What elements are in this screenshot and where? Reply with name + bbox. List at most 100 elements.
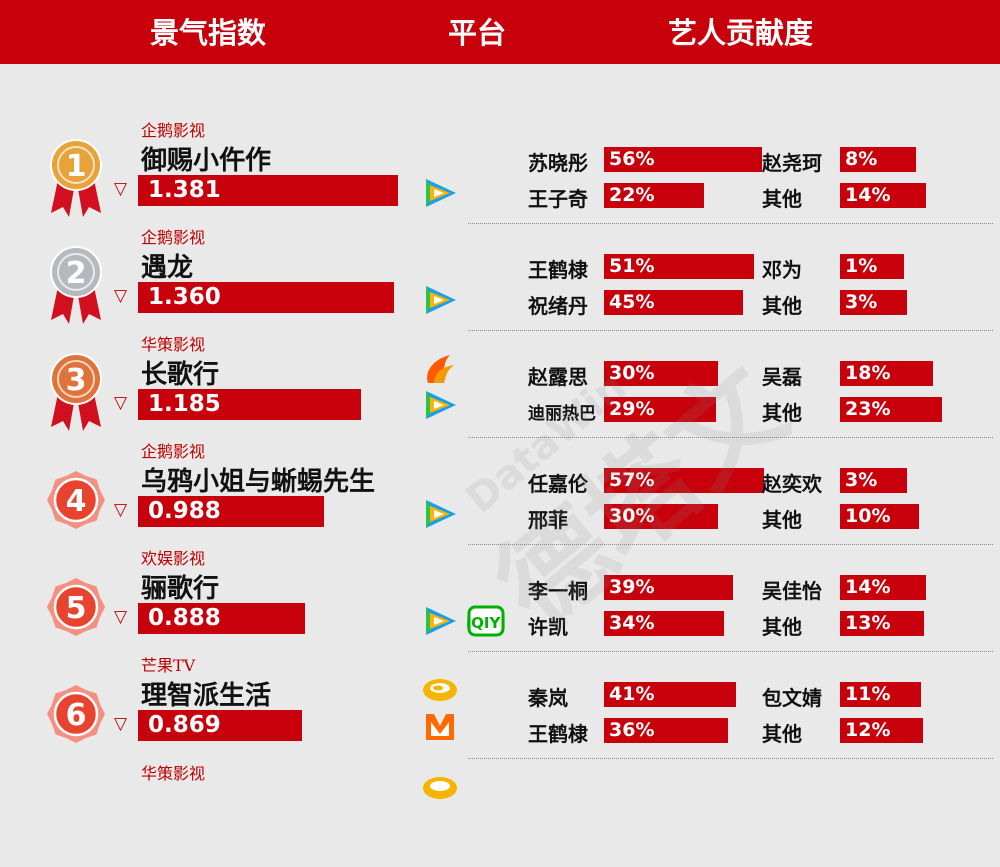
table-row: 企鹅影视 御赐小仵作 ▽ 1.381 1 苏晓彤 56% 赵尧珂 8% 王子奇 22% 其他 14% [0,117,1000,224]
contribution-bar: 13% [840,611,924,636]
mango-tv-icon [426,714,454,740]
rank-badge: 6 [47,685,105,743]
table-header: 景气指数 平台 艺人贡献度 [0,0,1000,64]
show-title: 御赐小仵作 [141,146,272,176]
studio-label: 企鹅影视 [141,121,206,140]
contribution-pct: 36% [609,719,655,741]
header-contribution: 艺人贡献度 [668,16,814,50]
trend-down-icon: ▽ [114,714,128,734]
artist-name: 邓为 [762,258,802,282]
contribution-bar: 30% [604,361,718,386]
index-value: 0.988 [148,498,221,524]
contribution-bar: 45% [604,290,743,315]
show-title: 遇龙 [141,253,194,283]
artist-name: 任嘉伦 [528,472,588,496]
tencent-video-icon [426,286,456,314]
studio-label: 欢娱影视 [141,549,206,568]
contribution-pct: 11% [845,683,891,705]
contribution-bar: 22% [604,183,704,208]
contribution-pct: 22% [609,184,655,206]
contribution-pct: 57% [609,469,655,491]
artist-name: 王鹤棣 [528,722,588,746]
artist-name: 苏晓彤 [528,151,588,175]
row-separator [468,223,993,224]
contribution-pct: 18% [845,362,891,384]
contribution-bar: 1% [840,254,904,279]
tencent-video-icon [426,391,456,419]
contribution-bar: 41% [604,682,736,707]
rank-badge: 5 [47,578,105,636]
table-row: 企鹅影视 遇龙 ▽ 1.360 2 王鹤棣 51% 邓为 1% 祝绪丹 45% 其他 3% [0,224,1000,331]
trend-down-icon: ▽ [114,393,128,413]
contribution-bar: 10% [840,504,919,529]
contribution-bar: 3% [840,468,907,493]
contribution-pct: 29% [609,398,655,420]
artist-name: 其他 [762,508,802,532]
index-value: 0.869 [148,712,221,738]
index-value: 1.360 [148,284,221,310]
svg-text:3: 3 [66,363,87,398]
index-bar: 1.185 [138,389,361,420]
artist-name: 吴磊 [762,365,802,389]
artist-name: 李一桐 [528,579,588,603]
studio-label: 华策影视 [141,764,206,783]
artist-name: 包文婧 [762,686,822,710]
index-value: 1.185 [148,391,221,417]
row-separator [468,544,993,545]
artist-name: 赵奕欢 [762,472,822,496]
bronze-medal: 3 [50,353,102,431]
index-bar: 0.888 [138,603,305,634]
contribution-pct: 45% [609,291,655,313]
row-separator [468,437,993,438]
header-platform: 平台 [448,16,507,50]
contribution-pct: 10% [845,505,891,527]
contribution-bar: 23% [840,397,942,422]
contribution-pct: 1% [845,255,878,277]
contribution-bar: 30% [604,504,718,529]
index-bar: 1.360 [138,282,394,313]
artist-name: 秦岚 [528,686,568,710]
artist-name: 邢菲 [528,508,568,532]
contribution-bar: 18% [840,361,933,386]
artist-name: 祝绪丹 [528,294,588,318]
contribution-pct: 3% [845,469,878,491]
contribution-pct: 56% [609,148,655,170]
artist-name: 赵露思 [528,365,588,389]
tencent-video-icon [426,500,456,528]
show-title: 骊歌行 [141,574,220,604]
table-row: 欢娱影视 骊歌行 ▽ 0.888 5 iQIYI 李一桐 39% 吴佳怡 14% 许凯 34% 其他 13… [0,545,1000,652]
youku-icon [427,355,454,383]
artist-name: 迪丽热巴 [528,404,596,424]
index-bar: 0.869 [138,710,302,741]
contribution-pct: 34% [609,612,655,634]
studio-label: 企鹅影视 [141,442,206,461]
artist-name: 吴佳怡 [762,579,822,603]
header-index: 景气指数 [150,16,267,50]
index-bar: 1.381 [138,175,398,206]
contribution-pct: 39% [609,576,655,598]
artist-name: 其他 [762,722,802,746]
artist-name: 许凯 [528,615,568,639]
studio-label: 华策影视 [141,335,206,354]
contribution-pct: 41% [609,683,655,705]
svg-text:6: 6 [66,698,87,733]
row-separator [468,330,993,331]
contribution-bar: 34% [604,611,724,636]
index-bar: 0.988 [138,496,324,527]
artist-name: 王鹤棣 [528,258,588,282]
table-row-partial: 华策影视 [0,760,1000,867]
svg-text:2: 2 [66,256,87,291]
contribution-bar: 3% [840,290,907,315]
row-separator [468,651,993,652]
artist-name: 其他 [762,187,802,211]
contribution-bar: 12% [840,718,923,743]
table-row: 芒果TV 理智派生活 ▽ 0.869 6 秦岚 41% 包文婧 11% 王鹤棣 36% 其他 12% [0,652,1000,759]
contribution-bar: 29% [604,397,716,422]
contribution-pct: 30% [609,505,655,527]
contribution-pct: 23% [845,398,891,420]
contribution-pct: 14% [845,184,891,206]
row-separator [468,758,993,759]
artist-name: 赵尧珂 [762,151,822,175]
contribution-pct: 13% [845,612,891,634]
contribution-bar: 36% [604,718,728,743]
